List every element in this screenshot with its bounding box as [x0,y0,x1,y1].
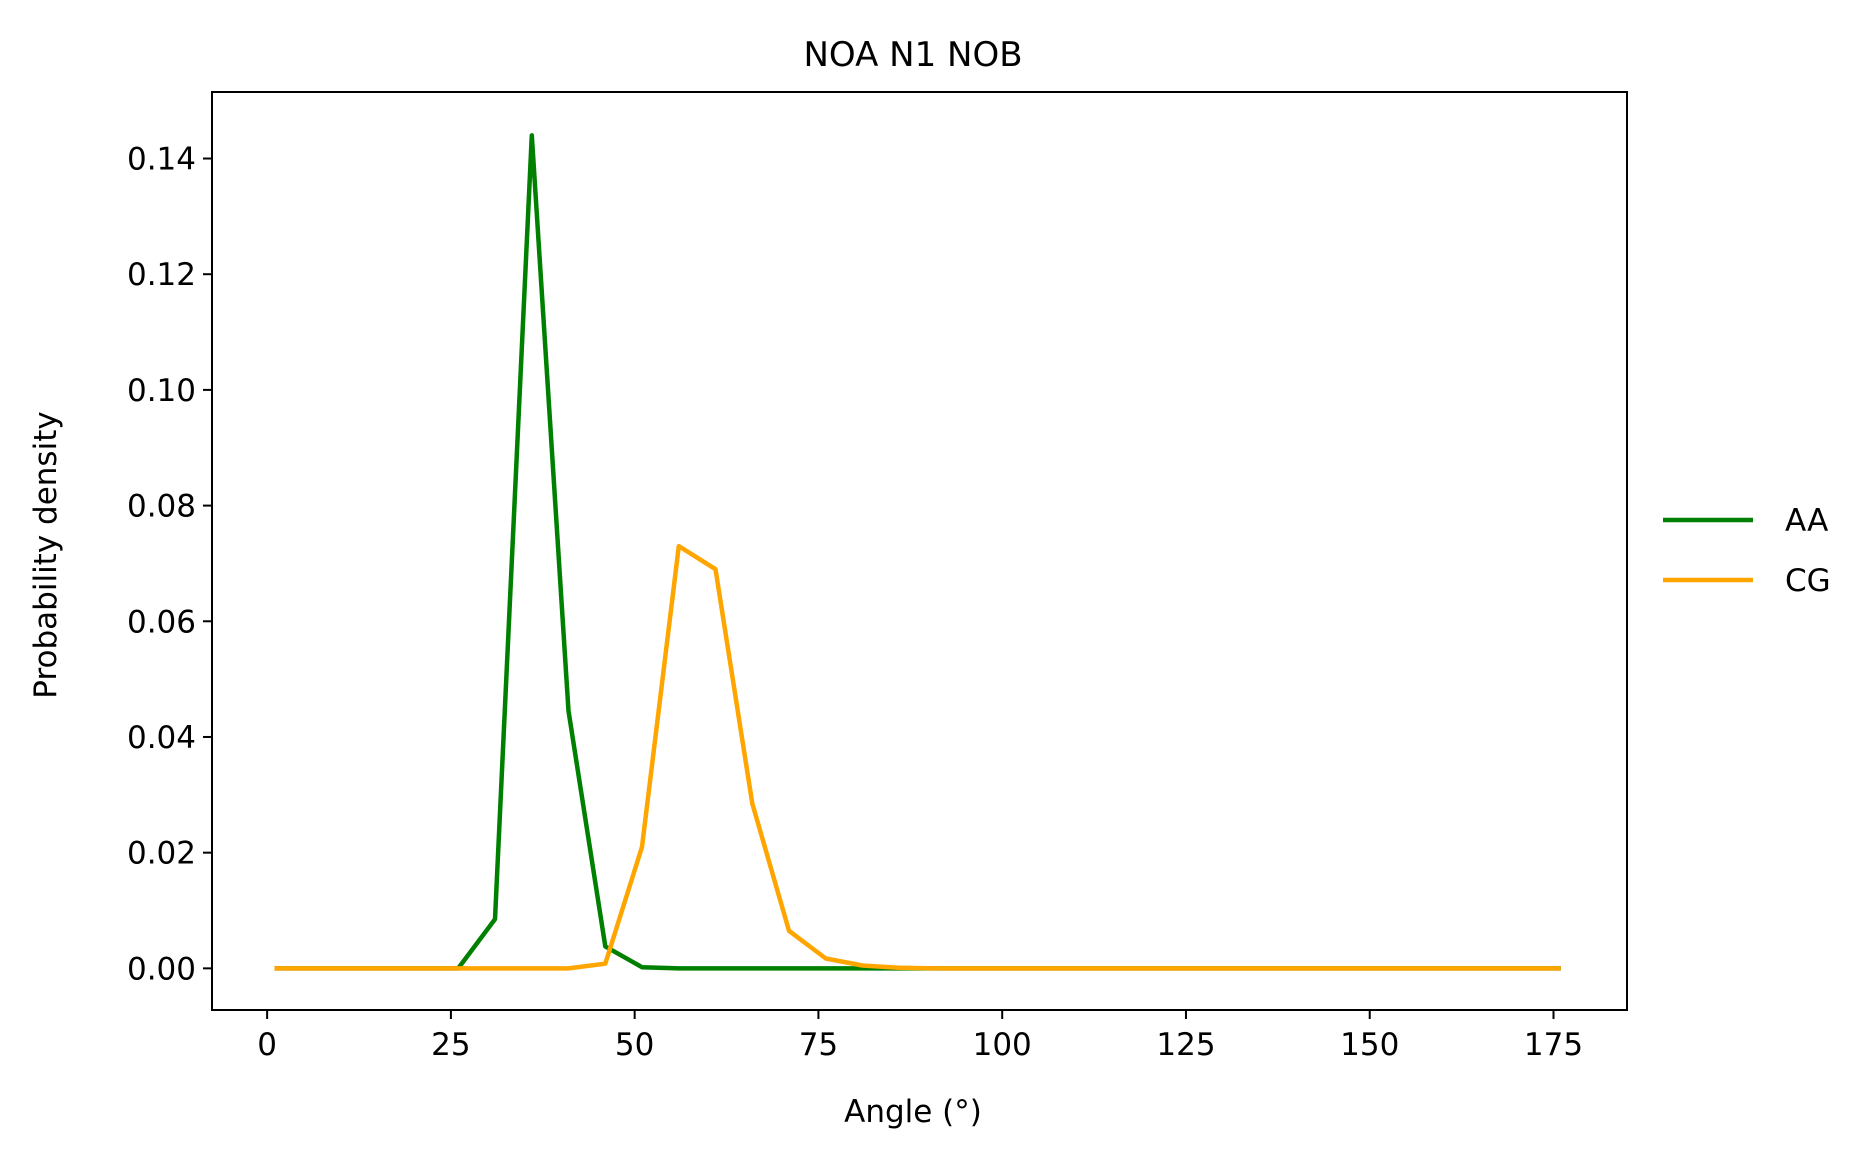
legend: AA CG [1663,503,1831,599]
chart-title: NOA N1 NOB [803,35,1022,75]
y-tick-label: 0.10 [127,373,196,409]
y-tick-label: 0.08 [127,489,196,525]
legend-label-cg: CG [1785,563,1831,599]
y-tick-label: 0.06 [127,604,196,640]
x-tick-label: 75 [799,1027,838,1063]
y-tick-label: 0.00 [127,951,196,987]
y-tick-label: 0.14 [127,142,196,178]
x-axis-label: Angle (°) [844,1094,982,1130]
legend-label-aa: AA [1785,503,1828,539]
x-tick-label: 25 [431,1027,470,1063]
plot-series [274,133,1561,971]
series-line-cg [274,543,1561,971]
y-tick-label: 0.12 [127,257,196,293]
y-tick-label: 0.04 [127,720,196,756]
x-axis-ticks: 0 25 50 75 100 125 150 175 [257,1010,1583,1063]
x-tick-label: 125 [1156,1027,1215,1063]
x-tick-label: 150 [1340,1027,1399,1063]
x-tick-label: 50 [615,1027,654,1063]
x-tick-label: 100 [973,1027,1032,1063]
x-tick-label: 0 [257,1027,277,1063]
x-tick-label: 175 [1524,1027,1583,1063]
plot-frame [211,91,1628,1011]
y-axis-label: Probability density [28,411,64,698]
y-tick-label: 0.02 [127,836,196,872]
y-axis-ticks: 0.00 0.02 0.04 0.06 0.08 0.10 0.12 0.14 [127,142,212,987]
series-line-aa [274,133,1561,971]
